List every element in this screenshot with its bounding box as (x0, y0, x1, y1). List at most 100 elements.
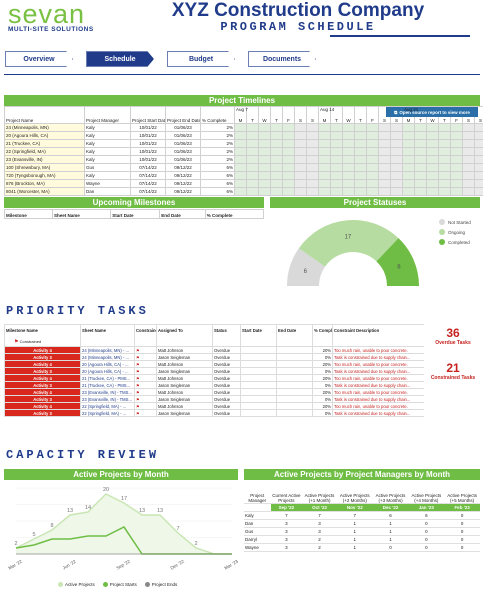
day-header: W (342, 106, 355, 124)
constraint-description: Task is constrained due to supply chain.… (332, 381, 424, 389)
sheet-link[interactable]: 20 (Agoura Hills, CA) - ... (80, 360, 135, 368)
timeline-cell: 09/12/22 (165, 179, 201, 188)
constraint-description: Task is constrained due to supply chain.… (332, 395, 424, 403)
activity-cell[interactable]: Activity 4 (4, 402, 81, 410)
sheet-link[interactable]: 23 (Evansville, IN) - TMS... (80, 388, 135, 396)
activity-cell[interactable]: Activity 4 (4, 360, 81, 368)
gantt-cell (330, 187, 343, 196)
pm-cell: 0 (444, 511, 480, 520)
data-label: 13 (139, 508, 145, 514)
pm-cell: Darryl (244, 535, 271, 544)
data-label: 2 (14, 541, 17, 547)
timeline-cell[interactable]: 720 (Tyngsborough, MA) (4, 171, 85, 180)
sheet-link[interactable]: 24 (Minneapolis, MN) - ... (80, 353, 135, 361)
sheet-link[interactable]: 20 (Agoura Hills, CA) - ... (80, 367, 135, 375)
timeline-cell[interactable]: 20 (Agoura Hills, CA) (4, 131, 85, 140)
end-date (276, 409, 313, 417)
gantt-cell (294, 123, 307, 132)
legend-label: Ongoing (448, 230, 466, 235)
gantt-cell (282, 179, 295, 188)
timeline-cell[interactable]: 876 (Brockton, MA) (4, 179, 85, 188)
gantt-cell (306, 123, 319, 132)
month-header: Oct '22 (302, 503, 337, 512)
legend-label: Completed (448, 240, 470, 245)
timeline-cell[interactable]: 8041 (Worcester, MA) (4, 187, 85, 196)
gantt-cell (234, 171, 247, 180)
activity-cell[interactable]: Activity 4 (4, 388, 81, 396)
pm-table-panel: Active Projects by Project Managers by M… (244, 469, 480, 552)
table-row: Activity 4 23 (Evansville, IN) - TMS... ⚑ M… (4, 388, 424, 396)
percent-complete: 20% (312, 374, 333, 382)
sheet-link[interactable]: 22 (Springfield, MA) - ... (80, 409, 135, 417)
sheet-link[interactable]: 24 (Minneapolis, MN) - ... (80, 346, 135, 354)
pm-cell: 7 (270, 511, 303, 520)
sheet-link[interactable]: 21 (Truckee, CA) - PMS... (80, 381, 135, 389)
activity-cell[interactable]: Activity 3 (4, 395, 81, 403)
gantt-cell (234, 179, 247, 188)
gantt-cell (366, 139, 379, 148)
gantt-cell (342, 123, 355, 132)
gantt-cell (270, 187, 283, 196)
gantt-cell (318, 131, 331, 140)
priority-header: Sheet Name (80, 324, 135, 347)
gantt-cell (378, 179, 391, 188)
flag-icon: ⚑ (134, 409, 157, 417)
sheet-link[interactable]: 22 (Springfield, MA) - ... (80, 402, 135, 410)
gantt-cell (474, 131, 483, 140)
start-date (240, 388, 277, 396)
gantt-cell (270, 171, 283, 180)
status: Overdue (212, 381, 241, 389)
activity-cell[interactable]: Activity 4 (4, 346, 81, 354)
assigned-to: Matt Johnson (156, 402, 213, 410)
gantt-cell (258, 187, 271, 196)
timeline-cell: 6% (200, 163, 235, 172)
nav-schedule[interactable]: Schedule (86, 51, 154, 67)
activity-cell[interactable]: Activity 3 (4, 381, 81, 389)
gantt-cell (330, 139, 343, 148)
activity-cell[interactable]: Activity 3 (4, 367, 81, 375)
timeline-cell[interactable]: 21 (Truckee, CA) (4, 139, 85, 148)
gantt-cell (474, 155, 483, 164)
gantt-cell (294, 171, 307, 180)
timeline-cell: Kaly (84, 155, 131, 164)
priority-header: Constrained (134, 324, 157, 347)
gantt-cell (402, 147, 415, 156)
gantt-cell (414, 155, 427, 164)
activity-cell[interactable]: Activity 3 (4, 409, 81, 417)
milestone-header: Start Date (110, 209, 161, 219)
priority-header: Constraint Description (332, 324, 424, 347)
timeline-cell[interactable]: 24 (Minneapolis, MN) (4, 123, 85, 132)
timeline-cell: 10/01/22 (130, 155, 166, 164)
gantt-cell (282, 123, 295, 132)
priority-header: Assigned To (156, 324, 213, 347)
gantt-cell (246, 123, 259, 132)
timeline-cell[interactable]: 22 (Springfield, MA) (4, 147, 85, 156)
sheet-link[interactable]: 23 (Evansville, IN) - TMS... (80, 395, 135, 403)
gantt-cell (318, 139, 331, 148)
sheet-link[interactable]: 21 (Truckee, CA) - PMS... (80, 374, 135, 382)
constraint-description: Too much rain, unable to pour concrete. (332, 402, 424, 410)
start-date (240, 346, 277, 354)
timeline-cell[interactable]: 23 (Evansville, IN) (4, 155, 85, 164)
gantt-cell (294, 139, 307, 148)
pm-cell: 6 (408, 511, 445, 520)
week-label: Aug 14 (320, 107, 335, 112)
nav-documents[interactable]: Documents (248, 51, 316, 67)
timeline-cell[interactable]: 100 (Shrewsbury, MA) (4, 163, 85, 172)
end-date (276, 374, 313, 382)
x-tick-label: Sep '22 (115, 559, 131, 571)
gantt-cell (366, 147, 379, 156)
assigned-to: Jason Seigleman (156, 409, 213, 417)
activity-cell[interactable]: Activity 3 (4, 353, 81, 361)
nav-budget[interactable]: Budget (167, 51, 235, 67)
open-source-report-button[interactable]: ⧉ Open source report to view more (386, 107, 478, 117)
gauge-segment-not-started (287, 248, 326, 286)
overdue-count: 36 (446, 326, 460, 340)
constrained-legend-label: Constrained (19, 339, 42, 344)
nav-overview[interactable]: Overview (5, 51, 73, 67)
timeline-cell: 10/01/22 (130, 147, 166, 156)
pm-header: Active Projects (+5 Months) (444, 482, 480, 504)
activity-cell[interactable]: Activity 4 (4, 374, 81, 382)
gantt-cell (246, 187, 259, 196)
status: Overdue (212, 360, 241, 368)
